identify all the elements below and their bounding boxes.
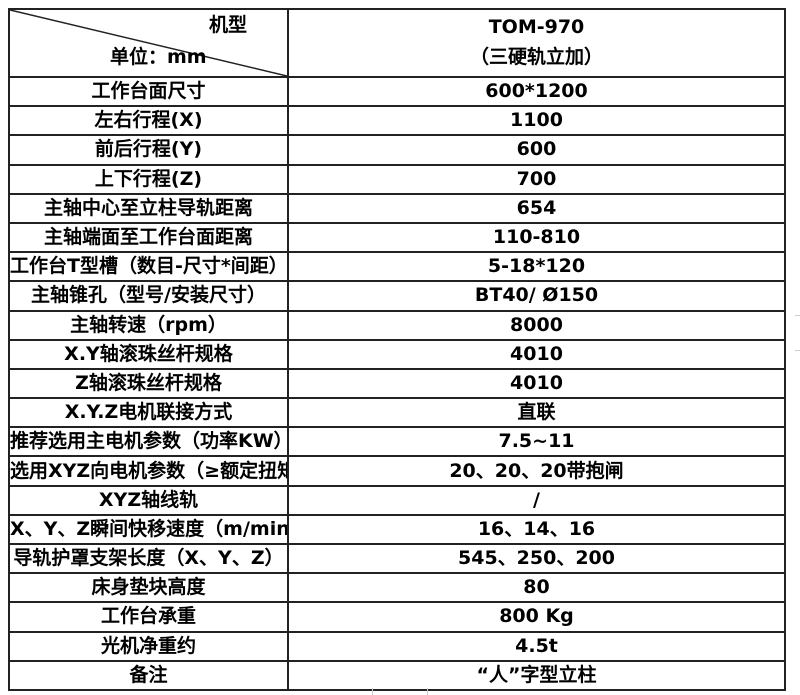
spec-label: 光机净重约	[8, 630, 289, 662]
table-row: 左右行程(X) 1100	[8, 105, 786, 137]
spec-label: 工作台T型槽（数目-尺寸*间距）	[8, 251, 289, 283]
corner-cell: 机型 单位：mm	[8, 8, 289, 78]
diagonal-divider	[11, 11, 286, 75]
spec-value: 8000	[287, 309, 786, 341]
spec-label: 左右行程(X)	[8, 105, 289, 137]
table-row: 上下行程(Z) 700	[8, 163, 786, 195]
spec-label: Z轴滚珠丝杆规格	[8, 367, 289, 400]
table-row: X、Y、Z瞬间快移速度（m/min） 16、14、16	[8, 513, 786, 546]
cell-edge	[795, 315, 800, 316]
spec-label: X.Y轴滚珠丝杆规格	[8, 338, 289, 370]
cell-edge	[372, 688, 373, 695]
model-name: TOM-970	[488, 16, 585, 38]
table-row: 主轴锥孔（型号/安装尺寸） BT40/ Ø150	[8, 280, 786, 312]
spec-label: 主轴中心至立柱导轨距离	[8, 192, 289, 224]
spec-value: 700	[287, 163, 786, 195]
spec-value: 600	[287, 134, 786, 166]
table-row: 主轴端面至工作台面距离 110-810	[8, 221, 786, 254]
table-row: 主轴中心至立柱导轨距离 654	[8, 192, 786, 224]
spec-value: 545、250、200	[287, 542, 786, 575]
spec-value: 5-18*120	[287, 251, 786, 283]
spec-label: 主轴转速（rpm）	[8, 309, 289, 341]
spec-value: BT40/ Ø150	[287, 280, 786, 312]
cell-edge	[795, 350, 800, 351]
spec-value: 1100	[287, 105, 786, 137]
table-row: 工作台T型槽（数目-尺寸*间距） 5-18*120	[8, 251, 786, 283]
spec-label: 备注	[8, 659, 289, 691]
table-row: 床身垫块高度 80	[8, 572, 786, 604]
spec-value: 110-810	[287, 221, 786, 254]
table-row: 光机净重约 4.5t	[8, 630, 786, 662]
spec-label: X.Y.Z电机联接方式	[8, 397, 289, 429]
table-row: 选用XYZ向电机参数（≥额定扭矩NM）20、20、20带抱闸	[8, 455, 786, 487]
spec-value: “人”字型立柱	[287, 659, 786, 691]
spec-label: 推荐选用主电机参数（功率KW）	[8, 426, 289, 458]
spec-label: 工作台面尺寸	[8, 75, 289, 108]
spec-value: /	[287, 484, 786, 516]
spec-value: 600*1200	[287, 75, 786, 108]
model-cell: TOM-970 （三硬轨立加）	[287, 8, 786, 78]
spec-table: 机型 单位：mm TOM-970 （三硬轨立加） 工作台面尺寸 600*1200 左…	[8, 8, 786, 691]
table-row: X.Y轴滚珠丝杆规格 4010	[8, 338, 786, 370]
spec-value: 654	[287, 192, 786, 224]
spec-label: 床身垫块高度	[8, 572, 289, 604]
spec-label: 主轴锥孔（型号/安装尺寸）	[8, 280, 289, 312]
table-row: 工作台承重 800 Kg	[8, 601, 786, 633]
spec-value: 直联	[287, 397, 786, 429]
spec-value: 4010	[287, 367, 786, 400]
table-row: 前后行程(Y) 600	[8, 134, 786, 166]
spec-label: XYZ轴线轨	[8, 484, 289, 516]
table-row: 主轴转速（rpm） 8000	[8, 309, 786, 341]
spec-label: 工作台承重	[8, 601, 289, 633]
spec-value: 80	[287, 572, 786, 604]
table-row: 导轨护罩支架长度（X、Y、Z） 545、250、200	[8, 542, 786, 575]
spec-label: 选用XYZ向电机参数（≥额定扭矩NM）	[8, 455, 289, 487]
table-row: XYZ轴线轨 /	[8, 484, 786, 516]
header-row: 机型 单位：mm TOM-970 （三硬轨立加）	[8, 8, 786, 78]
spec-value: 800 Kg	[287, 601, 786, 633]
spec-value: 7.5~11	[287, 426, 786, 458]
table-row: X.Y.Z电机联接方式 直联	[8, 397, 786, 429]
spec-value: 16、14、16	[287, 513, 786, 546]
spec-label: 导轨护罩支架长度（X、Y、Z）	[8, 542, 289, 575]
spec-label: 主轴端面至工作台面距离	[8, 221, 289, 254]
model-subtitle: （三硬轨立加）	[469, 46, 603, 68]
spec-label: 前后行程(Y)	[8, 134, 289, 166]
spec-label: 上下行程(Z)	[8, 163, 289, 195]
table-row: Z轴滚珠丝杆规格 4010	[8, 367, 786, 400]
spec-value: 4010	[287, 338, 786, 370]
spec-value: 20、20、20带抱闸	[287, 455, 786, 487]
table-row: 推荐选用主电机参数（功率KW） 7.5~11	[8, 426, 786, 458]
spec-value: 4.5t	[287, 630, 786, 662]
table-row: 备注 “人”字型立柱	[8, 659, 786, 691]
corner-bottom-label: 单位：mm	[110, 46, 207, 68]
spec-label: X、Y、Z瞬间快移速度（m/min）	[8, 513, 289, 546]
cell-edge	[427, 688, 428, 695]
corner-top-label: 机型	[208, 14, 247, 36]
table-row: 工作台面尺寸 600*1200	[8, 75, 786, 108]
